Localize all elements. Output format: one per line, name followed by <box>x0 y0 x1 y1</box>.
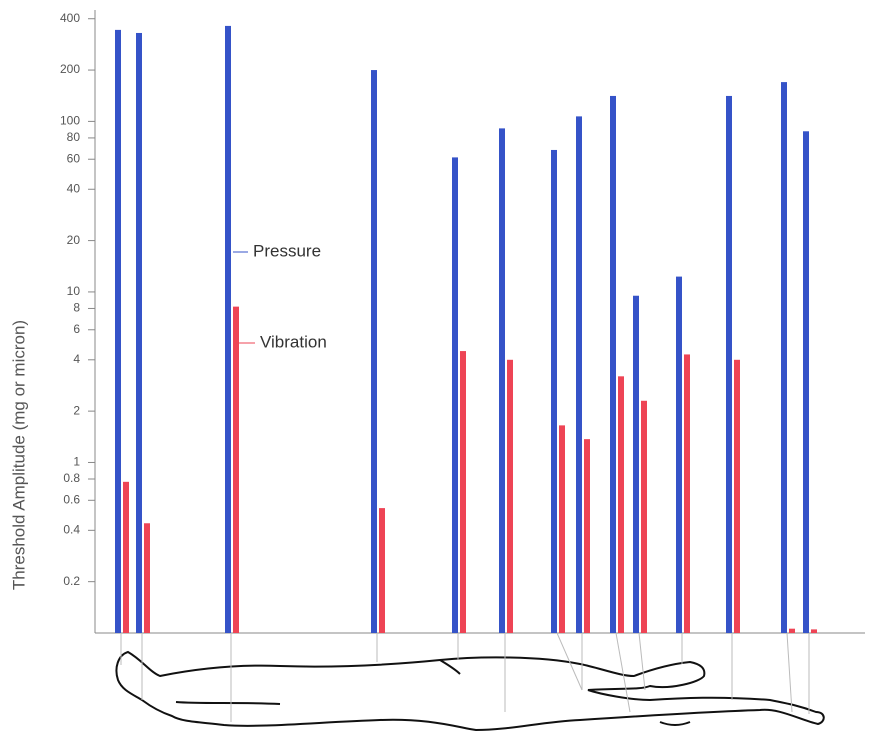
y-tick-label: 1 <box>73 455 80 469</box>
bar <box>803 131 809 633</box>
y-tick-label: 6 <box>73 322 80 336</box>
bar <box>115 29 121 634</box>
bar <box>811 629 817 633</box>
pressure-label: Pressure <box>253 241 321 260</box>
bar <box>371 70 377 633</box>
bar <box>136 32 142 633</box>
y-tick-label: 80 <box>67 130 81 144</box>
y-tick-label: 8 <box>73 301 80 315</box>
bar <box>499 128 505 633</box>
y-tick-label: 200 <box>60 62 80 76</box>
y-tick-label: 10 <box>67 284 81 298</box>
bar <box>559 425 565 633</box>
bar <box>225 25 231 633</box>
y-axis-label: Threshold Amplitude (mg or micron) <box>9 320 28 590</box>
body-outline <box>115 650 825 732</box>
bar <box>633 295 639 633</box>
bar <box>789 628 795 633</box>
bar <box>676 276 682 633</box>
bar <box>144 523 150 633</box>
y-tick-label: 0.6 <box>63 492 80 506</box>
bar <box>123 481 129 633</box>
bar <box>551 149 557 633</box>
y-tick-label: 0.2 <box>63 574 80 588</box>
y-tick-label: 40 <box>67 181 81 195</box>
bar <box>233 306 239 633</box>
y-tick-label: 0.4 <box>63 522 80 536</box>
bar <box>576 116 582 634</box>
bar <box>610 95 616 634</box>
y-tick-label: 20 <box>67 233 81 247</box>
bar <box>379 508 385 633</box>
bar <box>734 359 740 633</box>
y-tick-label: 4 <box>73 352 80 366</box>
bar <box>507 359 513 633</box>
location-lines <box>120 632 810 722</box>
bar <box>618 376 624 633</box>
y-tick-label: 400 <box>60 11 80 25</box>
bar <box>641 400 647 633</box>
bar <box>452 157 458 633</box>
bar <box>726 95 732 634</box>
y-tick-label: 60 <box>67 151 81 165</box>
bar <box>460 351 466 633</box>
y-tick-label: 100 <box>60 114 80 128</box>
bar <box>781 82 787 633</box>
bar <box>684 354 690 633</box>
bar <box>584 439 590 633</box>
y-tick-label: 0.8 <box>63 471 80 485</box>
vibration-label: Vibration <box>260 332 327 351</box>
y-tick-label: 2 <box>73 403 80 417</box>
